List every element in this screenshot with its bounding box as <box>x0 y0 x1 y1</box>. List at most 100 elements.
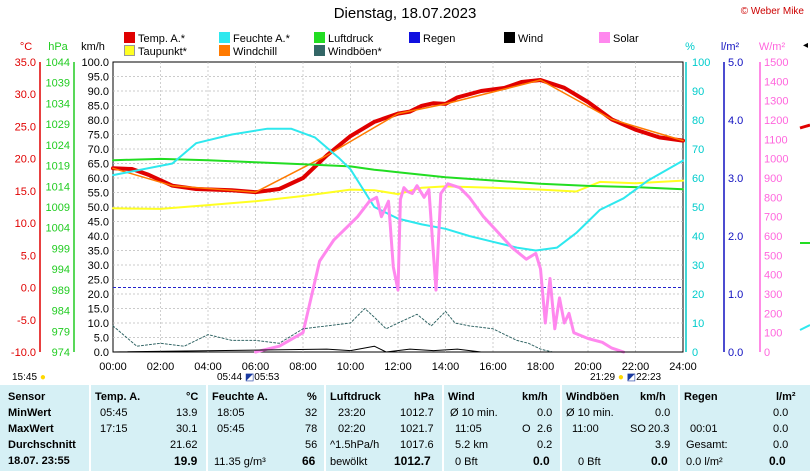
legend-swatch-wind <box>504 32 515 43</box>
gusts-unit: km/h <box>640 391 666 403</box>
pressure-max-time: 02:20 <box>338 423 366 435</box>
wind-tick-label: 30.0 <box>88 260 109 272</box>
legend-label-windchill: Windchill <box>233 46 278 58</box>
rain-header: Regen <box>684 391 718 403</box>
rain-max-value: 0.0 <box>773 423 789 435</box>
wind-avg-value: 0.2 <box>537 439 553 451</box>
wind-tick-label: 60.0 <box>88 173 109 185</box>
legend-swatch-pressure <box>314 32 325 43</box>
wind-unit: km/h <box>522 391 548 403</box>
humidity-tick-label: 100 <box>692 57 710 69</box>
wind-tick-label: 100.0 <box>81 57 109 69</box>
wind-tick-label: 25.0 <box>88 275 109 287</box>
humidity-max-value: 78 <box>305 423 318 435</box>
humidity-min-time: 18:05 <box>217 407 245 419</box>
temp-tick-label: 5.0 <box>21 250 36 262</box>
legend-label-wind: Wind <box>518 33 544 45</box>
row-label-sensor: Sensor <box>8 391 46 403</box>
solar-tick-label: 1500 <box>764 57 788 69</box>
pressure-tick-label: 1014 <box>46 181 70 193</box>
temp-tick-label: -5.0 <box>17 315 36 327</box>
temp-min-value: 13.9 <box>176 407 198 419</box>
rain-tick-label: 4.0 <box>728 115 743 127</box>
sunset-icon-2: ◩ <box>626 372 637 383</box>
wind-avg10-label: Ø 10 min. <box>450 407 498 419</box>
pressure-forecast: bewölkt <box>330 456 368 468</box>
solar-tick-label: 800 <box>764 192 782 204</box>
wind-max-direction: O <box>522 423 531 435</box>
series-line-windchill <box>112 79 684 193</box>
column-divider <box>560 385 562 471</box>
wind-unit-label: km/h <box>81 41 105 53</box>
pressure-unit: hPa <box>414 391 435 403</box>
series-layer <box>111 78 685 354</box>
legend-label-pressure: Luftdruck <box>328 33 374 45</box>
humidity-unit: % <box>307 391 317 403</box>
pressure-tick-label: 999 <box>52 243 70 255</box>
solar-tick-label: 500 <box>764 250 782 262</box>
sun-left-label: 15:45 ● <box>12 372 46 383</box>
solar-tick-label: 1400 <box>764 76 788 88</box>
wind-tick-label: 55.0 <box>88 188 109 200</box>
column-divider <box>89 385 91 471</box>
pressure-tick-label: 994 <box>52 264 70 276</box>
wind-tick-label: 85.0 <box>88 101 109 113</box>
pressure-tick-label: 1009 <box>46 202 70 214</box>
x-tick-label: 06:00 <box>242 361 270 373</box>
wind-avg10-value: 0.0 <box>537 407 553 419</box>
column-divider <box>206 385 208 471</box>
legend-label-rain: Regen <box>423 33 456 45</box>
sunset-label: 21:29 ● ◩22:23 <box>590 372 661 383</box>
row-label-max: MaxWert <box>8 423 54 435</box>
temp-max-value: 30.1 <box>176 423 198 435</box>
legend-item-gusts: Windböen* <box>314 45 382 58</box>
gusts-max-time: 11:00 <box>572 423 599 435</box>
pressure-max-value: 1021.7 <box>400 423 434 435</box>
pressure-min-time: 23:20 <box>338 407 366 419</box>
gusts-avg-value: 3.9 <box>655 439 671 451</box>
temp-max-time: 17:15 <box>100 423 128 435</box>
pressure-tick-label: 1024 <box>46 140 70 152</box>
pressure-tick-label: 1039 <box>46 78 70 90</box>
temp-tick-label: 0.0 <box>21 283 36 295</box>
sunrise-time-2: 05:53 <box>254 372 280 383</box>
pressure-unit-label: hPa <box>48 41 68 53</box>
rain-tick-label: 3.0 <box>728 173 743 185</box>
temp-unit-label: °C <box>20 41 32 53</box>
gusts-avg10-label: Ø 10 min. <box>566 407 614 419</box>
pressure-tick-label: 974 <box>52 347 70 359</box>
x-tick-label: 02:00 <box>147 361 175 373</box>
wind-tick-label: 80.0 <box>88 115 109 127</box>
humidity-tick-label: 50 <box>692 202 704 214</box>
legend-swatch-dewpoint <box>124 45 135 56</box>
pressure-current-value: 1012.7 <box>394 454 431 468</box>
rain-tick-label: 1.0 <box>728 289 743 301</box>
legend-label-temp: Temp. A.* <box>138 33 186 45</box>
rain-current-value: 0.0 <box>769 454 786 468</box>
grid-layer <box>112 61 684 353</box>
temp-tick-label: 35.0 <box>15 57 36 69</box>
wind-distance: 5.2 km <box>455 439 489 451</box>
wind-tick-label: 20.0 <box>88 289 109 301</box>
solar-tick-label: 1100 <box>764 134 788 146</box>
sunset-icon: ● <box>617 372 624 383</box>
humidity-current-value: 66 <box>302 454 316 468</box>
legend-label-humidity: Feuchte A.* <box>233 33 290 45</box>
gusts-beaufort: 0 Bft <box>578 456 601 468</box>
temp-tick-label: 15.0 <box>15 186 36 198</box>
legend-swatch-solar <box>599 32 610 43</box>
wind-tick-label: 40.0 <box>88 231 109 243</box>
humidity-max-time: 05:45 <box>217 423 245 435</box>
copyright-label[interactable]: © Weber Mike <box>740 6 804 17</box>
x-tick-label: 04:00 <box>194 361 222 373</box>
legend-swatch-humidity <box>219 32 230 43</box>
solar-tick-label: 1300 <box>764 96 788 108</box>
solar-tick-label: 600 <box>764 231 782 243</box>
pressure-trend-label: ^1.5hPa/h <box>330 439 380 451</box>
legend-swatch-temp <box>124 32 135 43</box>
humidity-unit-label: % <box>685 41 695 53</box>
legend-swatch-rain <box>409 32 420 43</box>
temp-overflow-mark <box>799 123 810 130</box>
solar-tick-label: 200 <box>764 308 782 320</box>
overflow-arrow-icon: ◂ <box>803 40 808 51</box>
